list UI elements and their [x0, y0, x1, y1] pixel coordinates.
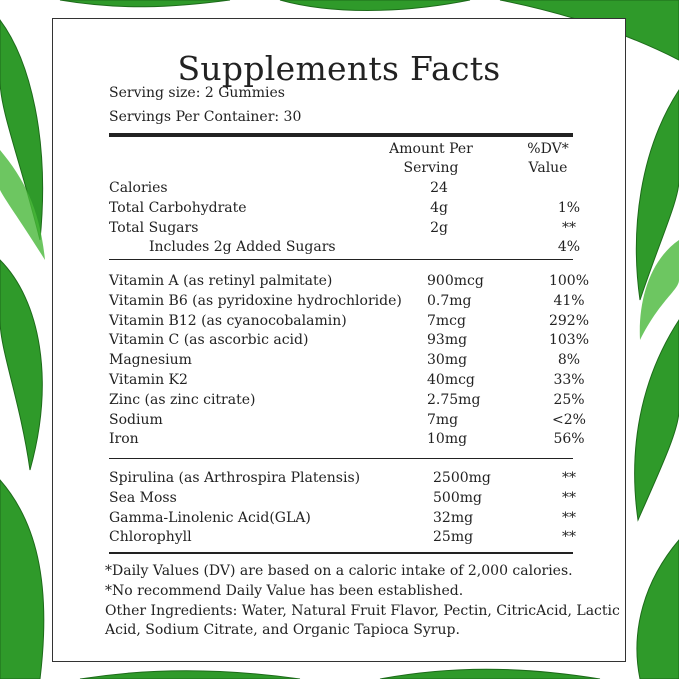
nutrient-dv: 8%: [557, 352, 581, 369]
nutrient-name: Sodium: [109, 411, 163, 428]
nutrient-name: Includes 2g Added Sugars: [149, 239, 336, 256]
dv-header: %DV* Value: [513, 140, 583, 178]
nutrient-row: Zinc (as zinc citrate) 2.75mg 25%: [109, 390, 585, 410]
nutrient-dv: **: [562, 509, 576, 526]
nutrient-amount: 7mg: [427, 411, 459, 428]
nutrient-row: Iron 10mg 56%: [109, 429, 585, 449]
nutrient-amount: 32mg: [433, 509, 474, 526]
nutrient-amount: 24: [430, 180, 448, 196]
nutrient-dv: **: [562, 219, 576, 236]
nutrient-row: Vitamin B12 (as cyanocobalamin) 7mcg 292%: [109, 311, 589, 331]
footnote-no-dv: *No recommend Daily Value has been estab…: [105, 583, 464, 599]
nutrient-name: Sea Moss: [109, 489, 177, 506]
serving-size: Serving size: 2 Gummies: [109, 85, 285, 101]
nutrient-amount: 93mg: [427, 332, 468, 349]
nutrient-dv: 1%: [557, 199, 581, 216]
nutrient-dv: 4%: [557, 239, 581, 256]
other-ingredients-line2: Acid, Sodium Citrate, and Organic Tapioc…: [105, 622, 460, 638]
nutrient-amount: 10mg: [427, 431, 468, 448]
nutrient-dv: 292%: [548, 312, 590, 329]
nutrient-name: Gamma-Linolenic Acid(GLA): [109, 509, 311, 526]
nutrient-name: Chlorophyll: [109, 529, 192, 546]
supplement-facts-panel: Supplements Facts Serving size: 2 Gummie…: [52, 18, 626, 662]
nutrient-row: Vitamin K2 40mcg 33%: [109, 370, 585, 390]
nutrient-row: Calories 24: [109, 178, 573, 198]
nutrient-dv: **: [562, 470, 576, 486]
thick-divider: [109, 133, 573, 137]
nutrient-name: Vitamin B12 (as cyanocobalamin): [109, 312, 347, 329]
nutrient-row: Vitamin B6 (as pyridoxine hydrochloride)…: [109, 291, 585, 311]
nutrient-row: Vitamin A (as retinyl palmitate) 900mcg 10…: [109, 271, 589, 291]
nutrient-dv: 56%: [553, 431, 585, 448]
nutrient-name: Calories: [109, 180, 168, 196]
other-ingredients-line1: Other Ingredients: Water, Natural Fruit …: [105, 603, 620, 619]
amount-header-line1: Amount Per: [389, 141, 473, 157]
nutrient-name: Vitamin B6 (as pyridoxine hydrochloride): [109, 292, 402, 309]
nutrient-amount: 2.75mg: [427, 391, 481, 408]
nutrient-amount: 2g: [430, 219, 448, 236]
nutrient-amount: 4g: [430, 199, 448, 216]
nutrient-row: Gamma-Linolenic Acid(GLA) 32mg **: [109, 508, 576, 528]
nutrient-row: Magnesium 30mg 8%: [109, 350, 580, 370]
dv-header-line2: Value: [528, 160, 568, 176]
divider: [109, 458, 573, 459]
nutrient-name: Vitamin K2: [109, 372, 188, 388]
nutrient-dv: 41%: [553, 292, 585, 309]
nutrient-dv: <2%: [552, 411, 586, 428]
nutrient-amount: 40mcg: [427, 372, 475, 388]
nutrient-dv: 33%: [553, 372, 585, 388]
dv-header-line1: %DV*: [527, 141, 569, 157]
nutrient-dv: **: [562, 489, 576, 506]
nutrient-amount: 900mcg: [427, 273, 484, 289]
nutrient-name: Zinc (as zinc citrate): [109, 391, 256, 408]
nutrient-row: Chlorophyll 25mg **: [109, 527, 576, 547]
nutrient-amount: 30mg: [427, 352, 468, 369]
nutrient-row: Vitamin C (as ascorbic acid) 93mg 103%: [109, 330, 589, 350]
nutrient-amount: 500mg: [433, 489, 482, 506]
servings-per-container: Servings Per Container: 30: [109, 109, 302, 125]
nutrient-amount: 2500mg: [433, 470, 491, 486]
nutrient-row: Sea Moss 500mg **: [109, 488, 576, 508]
nutrient-row: Includes 2g Added Sugars 4%: [109, 237, 580, 257]
amount-header-line2: Serving: [403, 160, 459, 176]
nutrient-dv: 100%: [548, 273, 590, 289]
nutrient-dv: **: [562, 529, 576, 546]
nutrient-row: Total Carbohydrate 4g 1%: [109, 198, 580, 218]
nutrient-name: Iron: [109, 431, 139, 448]
nutrient-dv: 25%: [553, 391, 585, 408]
nutrient-row: Total Sugars 2g **: [109, 218, 576, 238]
nutrient-name: Vitamin C (as ascorbic acid): [109, 332, 309, 349]
nutrient-dv: 103%: [548, 332, 590, 349]
nutrient-name: Spirulina (as Arthrospira Platensis): [109, 470, 361, 486]
divider: [109, 552, 573, 554]
nutrient-name: Vitamin A (as retinyl palmitate): [109, 273, 333, 289]
nutrient-amount: 7mcg: [427, 312, 466, 329]
amount-header: Amount Per Serving: [371, 140, 491, 178]
nutrient-amount: 0.7mg: [427, 292, 472, 309]
nutrient-name: Total Carbohydrate: [109, 199, 247, 216]
footnote-dv: *Daily Values (DV) are based on a calori…: [105, 563, 573, 579]
page-title: Supplements Facts: [177, 49, 501, 88]
nutrient-name: Total Sugars: [109, 219, 199, 236]
nutrient-name: Magnesium: [109, 352, 192, 369]
nutrient-amount: 25mg: [433, 529, 474, 546]
divider: [109, 259, 573, 260]
nutrient-row: Spirulina (as Arthrospira Platensis) 2500…: [109, 468, 576, 488]
nutrient-row: Sodium 7mg <2%: [109, 410, 586, 430]
